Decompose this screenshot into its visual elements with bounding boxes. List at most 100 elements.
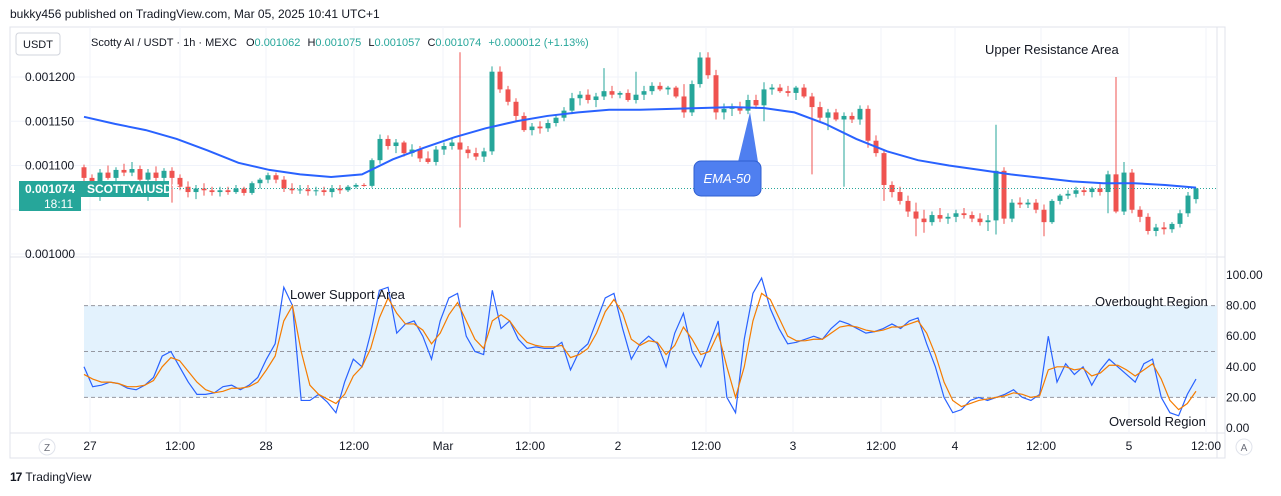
stoch-tick-label: 100.00 <box>1226 268 1263 282</box>
candle-body <box>945 216 951 219</box>
candle-body <box>329 188 335 193</box>
candle-body <box>929 215 935 223</box>
time-tick-label: 5 <box>1126 439 1133 453</box>
candle-body <box>225 190 231 193</box>
footer-brand-label: TradingView <box>25 470 92 484</box>
candle-body <box>825 112 831 118</box>
time-tick-label: 28 <box>259 439 273 453</box>
candle-body <box>289 188 295 191</box>
candle-body <box>1049 200 1055 223</box>
candle-body <box>305 189 311 192</box>
time-tick-label: 12:00 <box>866 439 896 453</box>
candle-body <box>537 126 543 129</box>
candle-body <box>89 177 95 184</box>
candle-body <box>977 218 983 223</box>
candle-body <box>721 108 727 113</box>
candle-body <box>1033 202 1039 210</box>
candle-body <box>961 213 967 216</box>
currency-button[interactable] <box>15 32 61 56</box>
candle-body <box>121 169 127 173</box>
footer-brand[interactable]: 17 TradingView <box>10 470 91 484</box>
candle-body <box>785 91 791 93</box>
candle-body <box>697 57 703 85</box>
candle-body <box>113 169 119 178</box>
candle-body <box>81 167 87 178</box>
candle-body <box>233 188 239 193</box>
ema-callout-box <box>693 160 762 197</box>
candle-body <box>1025 202 1031 205</box>
candle-body <box>737 107 743 111</box>
candle-body <box>1193 188 1199 200</box>
overbought-label: Overbought Region <box>1095 294 1208 309</box>
candle-body <box>513 101 519 116</box>
zoom-button-label: Z <box>44 443 50 454</box>
candle-body <box>1169 223 1175 230</box>
candle-body <box>449 142 455 147</box>
price-badge-countdown: 18:11 <box>44 197 73 211</box>
candle-body <box>625 92 631 101</box>
candle-body <box>649 85 655 92</box>
tradingview-logo-icon: 17 <box>10 470 22 484</box>
candle-body <box>145 172 151 180</box>
chart-canvas[interactable]: 0.001200 0.001150 0.001100 0.001000 100.00 8… <box>0 0 1281 466</box>
candle-body <box>921 218 927 223</box>
candle-body <box>281 179 287 189</box>
candle-body <box>993 170 999 221</box>
candle-body <box>817 107 823 118</box>
candle-body <box>489 71 495 152</box>
candle-body <box>217 190 223 193</box>
candle-body <box>657 85 663 90</box>
candle-body <box>385 138 391 147</box>
candle-body <box>465 149 471 154</box>
candle-body <box>209 190 215 193</box>
candle-body <box>881 153 887 185</box>
candle-body <box>393 142 399 147</box>
legend-close: 0.001074 <box>435 37 481 49</box>
ema-callout-pointer <box>738 112 758 162</box>
candle-body <box>1057 195 1063 201</box>
candle-body <box>417 149 423 159</box>
price-badge-bottom <box>19 197 81 211</box>
auto-scale-button[interactable] <box>1235 438 1253 456</box>
candle-body <box>1153 227 1159 231</box>
zoom-button[interactable] <box>38 438 56 456</box>
candle-body <box>497 71 503 90</box>
candle-body <box>1177 213 1183 224</box>
price-badge-ticker: SCOTTYAIUSDT <box>87 182 180 196</box>
candle-body <box>1145 216 1151 231</box>
candle-body <box>473 153 479 157</box>
currency-button-label: USDT <box>23 39 53 51</box>
candle-body <box>1041 209 1047 223</box>
candle-body <box>1065 193 1071 196</box>
candle-body <box>585 94 591 101</box>
legend-change: +0.000012 (+1.13%) <box>488 37 588 49</box>
stoch-tick-label: 40.00 <box>1226 360 1256 374</box>
candle-body <box>617 92 623 95</box>
candle-body <box>169 170 175 178</box>
candle-body <box>193 188 199 193</box>
ema-callout: EMA-50 <box>693 112 762 197</box>
time-tick-label: 12:00 <box>1026 439 1056 453</box>
legend-high: 0.001075 <box>315 37 361 49</box>
candle-body <box>601 91 607 97</box>
candle-body <box>353 184 359 187</box>
candle-body <box>761 89 767 106</box>
auto-scale-button-label: A <box>1241 443 1248 454</box>
candle-body <box>609 91 615 95</box>
ema50-line <box>83 106 1197 189</box>
publisher-line: bukky456 published on TradingView.com, M… <box>10 7 380 21</box>
candle-body <box>753 100 759 106</box>
candle-body <box>361 184 367 186</box>
candle-body <box>641 91 647 95</box>
candle-body <box>841 115 847 120</box>
candle-body <box>985 220 991 223</box>
candle-body <box>177 177 183 187</box>
candle-body <box>913 211 919 219</box>
price-tick-label: 0.001100 <box>25 159 74 173</box>
candle-body <box>1001 170 1007 219</box>
time-tick-label: 12:00 <box>339 439 369 453</box>
candle-body <box>545 123 551 129</box>
candle-body <box>377 138 383 161</box>
candle-body <box>273 175 279 180</box>
candle-body <box>577 94 583 99</box>
